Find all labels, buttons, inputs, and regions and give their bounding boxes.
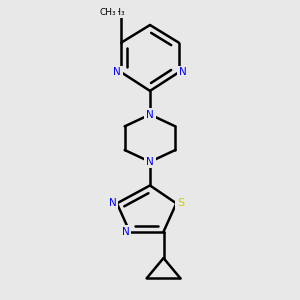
Text: CH₃: CH₃ xyxy=(100,8,116,17)
Text: N: N xyxy=(146,157,154,167)
Text: N: N xyxy=(122,227,130,237)
Text: N: N xyxy=(146,110,154,119)
Text: CH₃: CH₃ xyxy=(109,8,126,17)
Text: S: S xyxy=(177,198,184,208)
Text: N: N xyxy=(179,67,187,77)
Text: N: N xyxy=(109,198,117,208)
Text: N: N xyxy=(113,67,121,77)
